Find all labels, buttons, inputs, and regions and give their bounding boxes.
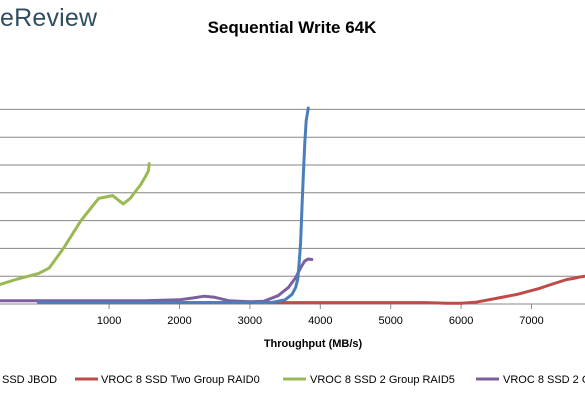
x-tick-label-3: 4000 (308, 315, 332, 327)
series-line-3 (0, 257, 314, 304)
x-tick-label-6: 7000 (519, 315, 543, 327)
x-tick-label-5: 6000 (449, 315, 473, 327)
legend-label-0: SSD JBOD (2, 374, 57, 386)
legend-label-2: VROC 8 SSD 2 Group RAID5 (310, 374, 455, 386)
x-tick-label-1: 2000 (167, 315, 191, 327)
legend-label-3: VROC 8 SSD 2 G (503, 374, 585, 386)
chart-title: Sequential Write 64K (208, 18, 378, 37)
x-tick-label-4: 5000 (378, 315, 402, 327)
series-line-0 (37, 106, 310, 305)
legend-label-1: VROC 8 SSD Two Group RAID0 (101, 374, 260, 386)
x-axis-label: Throughput (MB/s) (264, 338, 363, 350)
series-line-2 (0, 162, 151, 286)
brand-logo-text: eReview (0, 4, 98, 32)
series-line-1 (37, 274, 585, 305)
x-tick-label-0: 1000 (97, 315, 121, 327)
x-tick-label-2: 3000 (238, 315, 262, 327)
